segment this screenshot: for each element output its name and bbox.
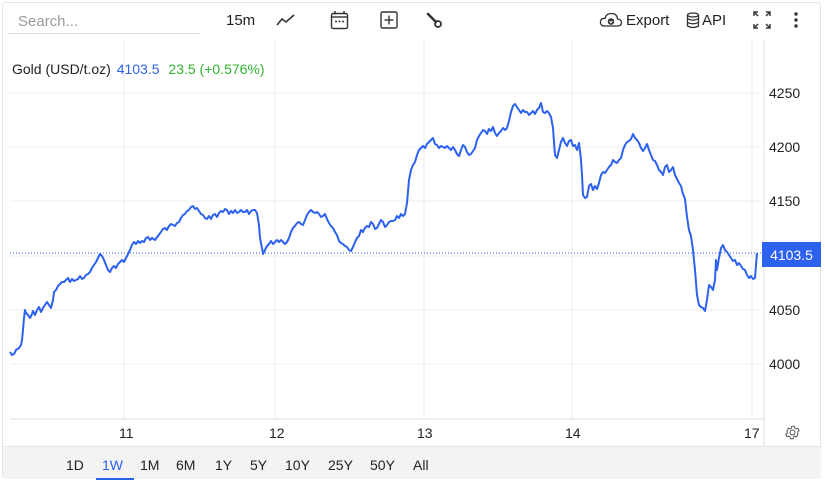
range-all[interactable]: All — [413, 457, 429, 473]
gear-icon — [785, 425, 800, 440]
last-price-tag: 4103.5 — [762, 242, 821, 267]
export-button[interactable]: Export — [599, 9, 669, 31]
api-label: API — [702, 11, 727, 29]
search-input[interactable] — [8, 10, 200, 33]
y-tick-label: 4150 — [769, 193, 801, 209]
y-tick-label: 4250 — [769, 85, 801, 101]
x-tick-label: 13 — [417, 425, 433, 441]
chart-legend: Gold (USD/t.oz) 4103.5 23.5 (+0.576%) — [12, 61, 265, 77]
calendar-icon — [330, 11, 349, 30]
indicators-button[interactable] — [425, 9, 443, 31]
range-50y[interactable]: 50Y — [370, 457, 395, 473]
range-6m[interactable]: 6M — [176, 457, 196, 473]
active-range-indicator — [96, 478, 134, 480]
line-chart-icon — [276, 14, 295, 26]
database-icon — [686, 11, 700, 28]
wrench-icon — [426, 12, 442, 28]
range-selector: 1D 1W 1M 6M 1Y 5Y 10Y 25Y 50Y All — [3, 446, 821, 480]
toolbar: 15m Export API — [0, 0, 825, 40]
chart-type-button[interactable] — [276, 9, 296, 31]
y-tick-label: 4000 — [769, 356, 801, 372]
range-1m[interactable]: 1M — [140, 457, 160, 473]
interval-label: 15m — [226, 11, 256, 29]
export-label: Export — [626, 11, 670, 29]
cloud-download-icon — [599, 12, 623, 27]
x-tick-label: 12 — [269, 425, 285, 441]
x-tick-label: 17 — [744, 425, 760, 441]
interval-selector[interactable]: 15m — [226, 9, 255, 31]
price-line — [9, 102, 758, 356]
plus-square-icon — [380, 11, 398, 29]
search-box[interactable] — [8, 10, 200, 34]
range-1d[interactable]: 1D — [66, 457, 84, 473]
api-button[interactable]: API — [686, 9, 726, 31]
y-tick-label: 4200 — [769, 139, 801, 155]
range-1w[interactable]: 1W — [102, 457, 123, 473]
calendar-button[interactable] — [330, 9, 349, 31]
vertical-dots-icon — [794, 12, 798, 28]
x-tick-label: 11 — [119, 425, 134, 441]
x-tick-label: 14 — [565, 425, 581, 441]
chart-settings-button[interactable] — [784, 424, 801, 446]
range-10y[interactable]: 10Y — [285, 457, 310, 473]
range-25y[interactable]: 25Y — [328, 457, 353, 473]
instrument-change: 23.5 (+0.576%) — [168, 61, 265, 77]
expand-icon — [753, 11, 771, 29]
instrument-name: Gold (USD/t.oz) — [12, 61, 111, 77]
instrument-price: 4103.5 — [116, 61, 160, 77]
range-1y[interactable]: 1Y — [215, 457, 233, 473]
y-tick-label: 4050 — [769, 302, 801, 318]
fullscreen-button[interactable] — [753, 9, 771, 31]
range-5y[interactable]: 5Y — [250, 457, 268, 473]
compare-button[interactable] — [380, 9, 398, 31]
more-menu-button[interactable] — [793, 9, 799, 31]
